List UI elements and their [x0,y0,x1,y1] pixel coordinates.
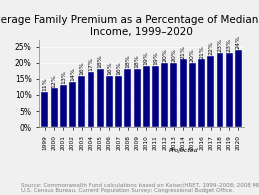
Text: 19%: 19% [153,51,158,65]
Text: 22%: 22% [208,41,213,55]
Text: 16%: 16% [107,61,112,75]
Text: 21%: 21% [199,45,204,58]
Bar [69,82,76,127]
Bar [217,53,224,127]
Text: 20%: 20% [162,48,167,62]
Bar [207,56,214,127]
Bar [41,92,48,127]
Bar [226,53,233,127]
Bar [161,63,168,127]
Text: 11%: 11% [42,77,47,91]
Bar [78,76,85,127]
Title: Average Family Premium as a Percentage of Median Family
Income, 1999–2020: Average Family Premium as a Percentage o… [0,15,259,37]
Text: 23%: 23% [218,38,222,52]
Bar [134,69,141,127]
Text: 18%: 18% [125,54,130,68]
Bar [170,63,177,127]
Bar [124,69,131,127]
Text: 20%: 20% [171,48,176,62]
Text: 16%: 16% [79,61,84,75]
Text: 24%: 24% [236,35,241,49]
Bar [152,66,159,127]
Bar [97,69,104,127]
Bar [189,63,196,127]
Bar [60,85,67,127]
Bar [235,50,242,127]
Bar [180,59,187,127]
Bar [106,76,113,127]
Text: Source: Commonwealth Fund calculations based on Kaiser/HRET, 1999–2008; 2008 MEP: Source: Commonwealth Fund calculations b… [21,182,259,193]
Bar [51,89,57,127]
Text: Projected: Projected [168,148,198,153]
Text: 17%: 17% [89,58,93,71]
Text: 18%: 18% [135,54,140,68]
Text: 23%: 23% [227,38,232,52]
Text: 12%: 12% [52,74,57,88]
Text: 19%: 19% [144,51,149,65]
Bar [143,66,150,127]
Bar [88,72,95,127]
Text: 16%: 16% [116,61,121,75]
Bar [115,76,122,127]
Text: 20%: 20% [190,48,195,62]
Text: 13%: 13% [61,70,66,84]
Text: 21%: 21% [181,45,186,58]
Text: 18%: 18% [98,54,103,68]
Bar [198,59,205,127]
Text: 14%: 14% [70,67,75,81]
